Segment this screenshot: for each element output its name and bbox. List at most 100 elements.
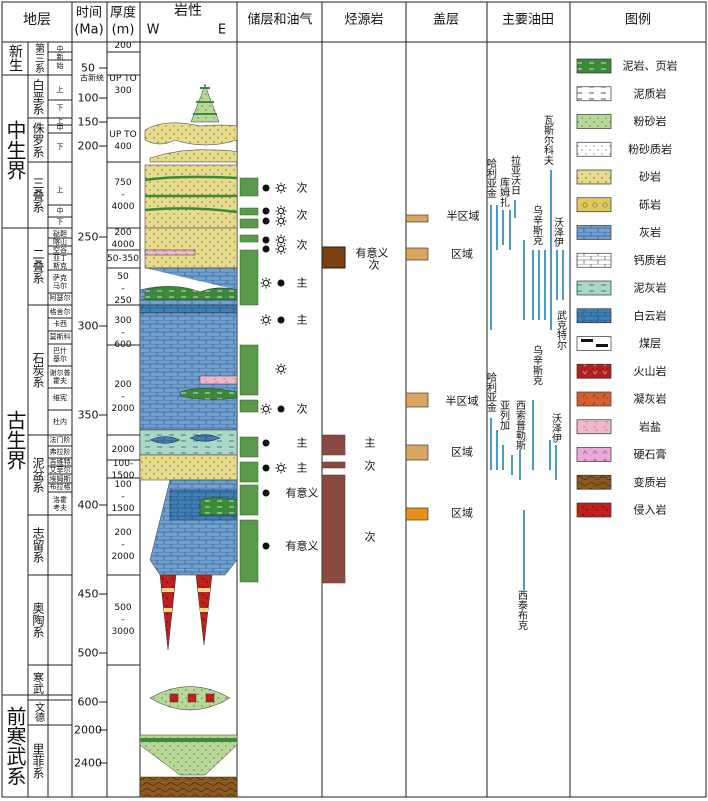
legend-swatch <box>576 447 612 462</box>
system: 白垩系 <box>31 78 45 115</box>
gas-symbol <box>260 314 272 326</box>
legend-swatch <box>576 225 612 240</box>
gas-symbol <box>260 403 272 415</box>
system: 石炭系 <box>31 352 45 388</box>
reservoir-bar <box>239 519 259 583</box>
thickness: 50-350 <box>107 254 139 264</box>
reservoir-bar <box>239 344 259 396</box>
oilfield-label: 哈利亚金 <box>485 157 497 198</box>
legend-label: 岩盐 <box>639 419 661 433</box>
series: 布拉格 <box>50 482 71 491</box>
series: 始 <box>57 61 64 70</box>
header: 图例 <box>625 13 651 28</box>
source-bar <box>321 461 346 469</box>
time-tick-label: 350 <box>78 409 99 422</box>
series: 谢尔普 <box>50 368 71 377</box>
legend-swatch <box>576 58 612 74</box>
thickness: 4000 <box>112 240 135 250</box>
legend-swatch <box>576 252 612 268</box>
header: 主要油田 <box>502 13 554 28</box>
thickness: 750 <box>114 178 131 188</box>
series: 考夫 <box>53 503 67 512</box>
reservoir-bar <box>239 436 259 458</box>
series: 埃姆斯 <box>50 474 71 483</box>
series: 鞑靼 <box>53 229 67 238</box>
gas-symbol <box>275 182 287 194</box>
reservoir-label: 次 <box>297 208 308 222</box>
series: 下 <box>57 104 64 112</box>
seal-bar <box>405 392 429 408</box>
reservoir-label: 次 <box>297 238 308 252</box>
system: 里菲系 <box>31 743 45 779</box>
oil-symbol <box>262 464 270 472</box>
time-tick-label: 450 <box>78 588 99 601</box>
legend-label: 泥质岩 <box>634 86 667 100</box>
system: 奥陶系 <box>31 602 45 638</box>
reservoir-bar <box>239 177 259 197</box>
source-label: 次 <box>365 459 376 473</box>
thickness: 200 <box>114 380 131 390</box>
legend-swatch <box>576 280 612 296</box>
source-bar <box>321 434 346 456</box>
system: 泥盆系 <box>31 457 45 493</box>
thickness: - <box>121 392 124 402</box>
legend-label: 砾岩 <box>639 197 661 211</box>
thickness: - <box>121 190 124 200</box>
header: 储层和油气 <box>247 12 312 28</box>
reservoir-bar <box>239 399 259 413</box>
series: 维宪 <box>53 393 67 402</box>
thickness: - <box>121 492 124 502</box>
time-tick-label: 600 <box>78 696 99 709</box>
source-label: 有意义 <box>356 246 389 260</box>
gas-symbol <box>275 215 287 227</box>
oil-symbol <box>262 217 270 225</box>
thickness: 100- <box>113 459 133 469</box>
series: 上 <box>57 116 64 125</box>
lithology-column <box>139 83 238 798</box>
oilfield-label: 沃泽伊 <box>550 413 562 444</box>
oil-symbol <box>277 279 285 287</box>
reservoir-label: 有意义 <box>286 486 319 500</box>
gas-symbol <box>260 277 272 289</box>
era: 古生界 <box>3 410 27 470</box>
reservoir-label: 有意义 <box>286 539 319 553</box>
header: 盖层 <box>433 13 459 28</box>
series: 中 <box>57 44 64 53</box>
thickness: 2000 <box>112 404 135 414</box>
legend-label: 砂岩 <box>639 170 661 184</box>
oil-symbol <box>262 236 270 244</box>
legend-label: 凝灰岩 <box>634 392 667 406</box>
reservoir-label: 主 <box>297 277 308 290</box>
header: 烃源岩 <box>344 13 383 28</box>
series: 法门阶 <box>50 435 71 444</box>
legend-label: 白云岩 <box>634 308 667 322</box>
series: 莫斯科 <box>50 332 71 341</box>
header: W <box>147 23 160 38</box>
legend-swatch <box>576 474 612 490</box>
thickness: - <box>121 284 124 294</box>
oilfield-label: 西索普勒斯 <box>514 400 526 451</box>
source-bar <box>321 246 346 269</box>
legend-swatch <box>576 391 612 407</box>
thickness: 1500 <box>112 471 135 481</box>
reservoir-bar <box>239 234 259 243</box>
thickness: 2000 <box>112 445 135 455</box>
series: 斯克 <box>53 261 67 270</box>
reservoir-label: 次 <box>297 181 308 195</box>
oilfield-label: 沃泽伊 <box>552 217 564 248</box>
seal-label: 区域 <box>451 446 473 459</box>
legend-label: 变质岩 <box>634 475 667 489</box>
oil-symbol <box>262 489 270 497</box>
thickness: 300 <box>114 86 131 96</box>
time-tick-label: 500 <box>78 647 99 660</box>
series: 中 <box>57 206 64 215</box>
reservoir-bar <box>239 249 259 306</box>
legend-label: 粉砂岩 <box>634 114 667 128</box>
thickness: 250 <box>114 296 131 306</box>
thickness: 600 <box>114 340 131 350</box>
series: 新 <box>57 52 64 61</box>
system: 志留系 <box>31 527 45 563</box>
thickness: 3000 <box>112 627 135 637</box>
source-label: 次 <box>369 258 380 272</box>
header: 时间 <box>76 6 102 21</box>
